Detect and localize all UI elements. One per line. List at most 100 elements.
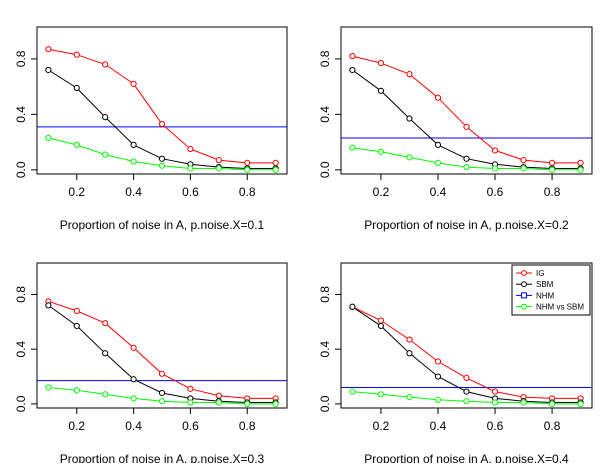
x-tick-label: 0.4 (430, 419, 447, 433)
point-ig (434, 358, 442, 365)
point-nhm-vs-sbm (130, 158, 137, 165)
point-nhm-vs-sbm (102, 151, 109, 158)
series-line-ig (48, 48, 276, 164)
legend-label: SBM (536, 280, 554, 289)
point-nhm-vs-sbm (520, 165, 527, 172)
point-ig (244, 159, 251, 167)
point-nhm-vs-sbm (406, 154, 413, 161)
point-ig (349, 53, 356, 60)
point-sbm (463, 388, 470, 395)
point-ig (463, 123, 470, 130)
x-tick-label: 0.4 (430, 185, 447, 199)
point-sbm (73, 84, 80, 92)
chart-panel-1: 0.2 0.4 0.6 0.8 0.0 0.4 0.8 Proportion of noise… (14, 26, 288, 232)
point-sbm (377, 87, 385, 94)
point-sbm (130, 376, 137, 383)
point-sbm (349, 66, 356, 74)
point-ig (158, 120, 166, 128)
point-ig (377, 59, 385, 67)
plot-frame (36, 26, 288, 175)
point-nhm-vs-sbm (215, 165, 222, 172)
chart-panel-3: 0.2 0.4 0.6 0.8 0.0 0.4 0.8 Proportion of noise… (14, 262, 288, 466)
x-tick-label: 0.2 (373, 185, 390, 199)
point-nhm-vs-sbm (187, 399, 194, 406)
point-nhm-vs-sbm (45, 384, 52, 391)
x-axis-label: Proportion of noise in A, p.noise.X=0.2 (364, 218, 569, 232)
x-tick-label: 0.4 (125, 185, 142, 199)
y-tick-label: 0.4 (14, 341, 28, 358)
point-nhm-vs-sbm (577, 166, 584, 173)
x-tick-label: 0.6 (487, 419, 504, 433)
point-ig (272, 159, 279, 167)
x-tick-label: 0.6 (487, 185, 504, 199)
point-ig (187, 145, 194, 153)
legend-swatch-marker (521, 270, 527, 276)
point-nhm-vs-sbm (548, 400, 556, 407)
point-nhm-vs-sbm (272, 400, 279, 407)
series-line-sbm (352, 69, 581, 169)
point-nhm-vs-sbm (491, 165, 499, 172)
x-tick-label: 0.4 (125, 419, 142, 433)
point-ig (406, 71, 413, 78)
y-tick-label: 0.8 (318, 50, 332, 67)
point-sbm (102, 350, 109, 357)
point-nhm-vs-sbm (73, 387, 80, 394)
x-tick-label: 0.8 (544, 419, 561, 433)
point-nhm-vs-sbm (463, 398, 470, 405)
point-ig (520, 157, 527, 164)
y-tick-label: 0.8 (14, 286, 28, 303)
point-ig (491, 147, 499, 154)
point-nhm-vs-sbm (406, 393, 413, 401)
point-nhm-vs-sbm (491, 399, 499, 406)
point-nhm-vs-sbm (349, 144, 356, 151)
x-tick-label: 0.8 (239, 185, 256, 199)
x-axis-label: Proportion of noise in A, p.noise.X=0.4 (364, 452, 569, 463)
point-nhm-vs-sbm (130, 395, 137, 402)
x-axis-label: Proportion of noise in A, p.noise.X=0.3 (60, 452, 265, 463)
point-nhm-vs-sbm (377, 391, 385, 398)
point-ig (548, 159, 556, 167)
point-nhm-vs-sbm (577, 400, 584, 407)
x-tick-label: 0.2 (68, 419, 85, 433)
point-nhm-vs-sbm (158, 162, 166, 169)
point-nhm-vs-sbm (434, 159, 442, 167)
x-tick-label: 0.6 (182, 419, 199, 433)
point-nhm-vs-sbm (377, 148, 385, 155)
point-sbm (434, 141, 442, 148)
point-nhm-vs-sbm (158, 398, 166, 405)
y-tick-label: 0.0 (318, 395, 332, 412)
series-line-ig (352, 55, 581, 164)
y-tick-label: 0.8 (318, 286, 332, 303)
y-tick-label: 0.4 (14, 106, 28, 123)
legend-label: IG (536, 269, 544, 278)
point-ig (102, 61, 109, 68)
point-sbm (73, 322, 80, 330)
point-ig (406, 336, 413, 343)
point-ig (215, 392, 222, 399)
point-nhm-vs-sbm (272, 166, 279, 173)
chart-panel-4: 0.2 0.4 0.6 0.8 0.0 0.4 0.8 Proportion of noise… (318, 262, 593, 466)
point-nhm-vs-sbm (215, 399, 222, 406)
point-sbm (130, 141, 137, 148)
series-line-ig (352, 306, 581, 399)
point-sbm (377, 322, 385, 330)
x-tick-label: 0.2 (373, 419, 390, 433)
x-tick-label: 0.2 (68, 185, 85, 199)
point-sbm (463, 155, 470, 162)
point-nhm-vs-sbm (45, 134, 52, 142)
point-sbm (434, 373, 442, 380)
y-tick-label: 0.4 (318, 341, 332, 358)
point-sbm (158, 155, 166, 162)
point-ig (130, 80, 137, 87)
x-axis-label: Proportion of noise in A, p.noise.X=0.1 (60, 218, 265, 232)
point-sbm (45, 66, 52, 74)
point-nhm-vs-sbm (187, 165, 194, 172)
series-line-ig (48, 300, 276, 399)
point-sbm (102, 114, 109, 121)
point-nhm-vs-sbm (520, 399, 527, 406)
series-line-sbm (352, 306, 581, 403)
point-sbm (349, 303, 356, 310)
point-nhm-vs-sbm (244, 166, 251, 173)
legend-swatch-marker (521, 292, 527, 299)
